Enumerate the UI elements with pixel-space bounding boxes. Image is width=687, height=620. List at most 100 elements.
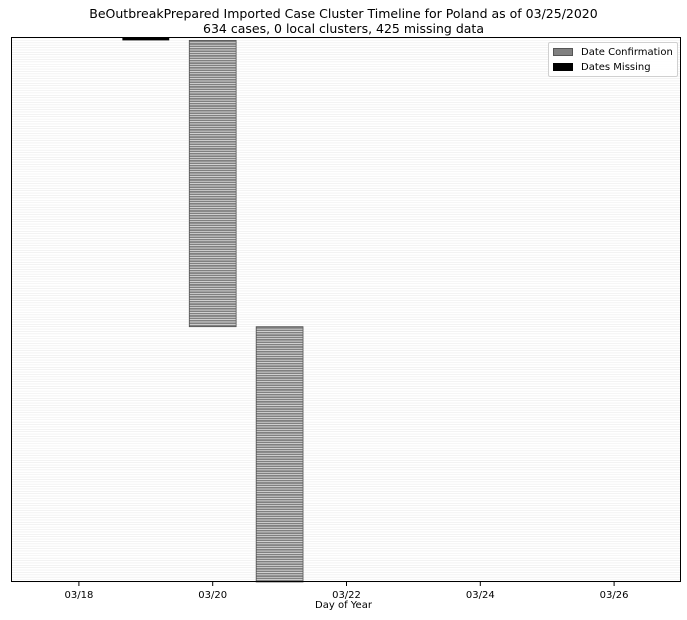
x-tick-label: 03/18 bbox=[64, 590, 93, 601]
bar-date-confirmation bbox=[189, 262, 237, 265]
bar-date-confirmation bbox=[189, 168, 237, 172]
bar-date-confirmation bbox=[255, 388, 304, 392]
bar-date-confirmation bbox=[255, 412, 304, 416]
bar-date-confirmation bbox=[255, 355, 304, 358]
bar-date-confirmation bbox=[189, 73, 237, 77]
bar-date-confirmation bbox=[255, 548, 304, 552]
bar-date-confirmation bbox=[255, 333, 304, 337]
bar-date-confirmation bbox=[189, 80, 237, 84]
bar-date-confirmation bbox=[255, 362, 304, 366]
bar-date-confirmation bbox=[189, 126, 237, 129]
bar-date-confirmation bbox=[255, 343, 304, 347]
bar-date-confirmation bbox=[189, 266, 237, 270]
bar-date-confirmation bbox=[255, 464, 304, 468]
bar-date-confirmation bbox=[189, 95, 237, 98]
bar-date-confirmation bbox=[189, 47, 237, 51]
x-tick-label: 03/24 bbox=[466, 590, 495, 601]
bar-date-confirmation bbox=[255, 474, 304, 478]
bar-date-confirmation bbox=[255, 574, 304, 578]
bar-date-confirmation bbox=[255, 433, 304, 437]
bar-date-confirmation bbox=[255, 376, 304, 380]
bar-date-confirmation bbox=[189, 288, 237, 292]
bar-date-confirmation bbox=[189, 219, 237, 222]
bar-date-confirmation bbox=[255, 531, 304, 535]
bar-date-confirmation bbox=[255, 426, 304, 430]
bar-date-confirmation bbox=[189, 44, 237, 48]
legend-label-confirmation: Date Confirmation bbox=[581, 46, 673, 58]
bar-date-confirmation bbox=[255, 386, 304, 389]
bar-date-confirmation bbox=[255, 405, 304, 409]
bar-date-confirmation bbox=[189, 161, 237, 165]
bar-date-confirmation bbox=[189, 54, 237, 58]
bar-date-confirmation bbox=[189, 245, 237, 249]
bar-date-confirmation bbox=[255, 550, 304, 554]
bar-date-confirmation bbox=[255, 436, 304, 440]
bar-group-outline bbox=[188, 39, 237, 328]
bar-date-confirmation bbox=[189, 250, 237, 253]
bar-date-confirmation bbox=[255, 534, 304, 537]
bar-date-confirmation bbox=[189, 242, 237, 246]
bar-date-confirmation bbox=[189, 152, 237, 156]
bar-date-confirmation bbox=[189, 149, 237, 153]
bar-date-confirmation bbox=[255, 560, 304, 564]
bar-date-confirmation bbox=[189, 130, 237, 134]
bar-date-confirmation bbox=[189, 238, 237, 242]
bar-date-confirmation bbox=[255, 378, 304, 382]
bar-date-confirmation bbox=[255, 536, 304, 540]
bar-date-confirmation bbox=[189, 135, 237, 139]
bar-date-confirmation bbox=[255, 460, 304, 463]
bar-date-confirmation bbox=[255, 347, 304, 351]
bar-date-confirmation bbox=[255, 469, 304, 473]
bar-date-confirmation bbox=[189, 300, 237, 304]
bar-date-confirmation bbox=[189, 106, 237, 110]
bar-date-confirmation bbox=[255, 450, 304, 454]
bar-date-confirmation bbox=[255, 455, 304, 459]
bar-date-confirmation bbox=[255, 448, 304, 452]
bar-date-confirmation bbox=[255, 565, 304, 568]
bar-date-confirmation bbox=[255, 431, 304, 435]
bar-date-confirmation bbox=[189, 264, 237, 268]
bar-date-confirmation bbox=[189, 121, 237, 125]
bar-date-confirmation bbox=[255, 572, 304, 576]
legend-item-date-confirmation: Date Confirmation bbox=[553, 46, 673, 58]
x-axis-label: Day of Year bbox=[315, 600, 372, 611]
bar-date-confirmation bbox=[189, 293, 237, 296]
bar-date-confirmation bbox=[255, 543, 304, 547]
bar-date-confirmation bbox=[255, 331, 304, 335]
bar-date-confirmation bbox=[189, 214, 237, 218]
legend-item-dates-missing: Dates Missing bbox=[553, 61, 651, 73]
legend-swatch-missing bbox=[553, 63, 573, 71]
bar-date-confirmation bbox=[189, 302, 237, 306]
bar-date-confirmation bbox=[189, 295, 237, 299]
bar-date-confirmation bbox=[255, 371, 304, 375]
bar-date-confirmation bbox=[189, 147, 237, 151]
grid-lines bbox=[12, 37, 681, 583]
bar-date-confirmation bbox=[189, 190, 237, 194]
bar-date-confirmation bbox=[189, 281, 237, 285]
bar-date-confirmation bbox=[189, 123, 237, 127]
bar-date-confirmation bbox=[189, 185, 237, 189]
bar-date-confirmation bbox=[189, 87, 237, 91]
bar-date-confirmation bbox=[189, 111, 237, 115]
bar-date-confirmation bbox=[189, 102, 237, 106]
bar-date-confirmation bbox=[189, 223, 237, 227]
legend: Date Confirmation Dates Missing bbox=[548, 42, 678, 77]
bar-date-confirmation bbox=[255, 398, 304, 401]
bar-date-confirmation bbox=[255, 338, 304, 342]
bar-date-confirmation bbox=[189, 231, 237, 234]
bar-date-confirmation bbox=[189, 92, 237, 96]
bar-date-confirmation bbox=[189, 97, 237, 101]
x-axis-ticks: 03/18 03/20 03/22 03/24 03/26 bbox=[64, 582, 629, 601]
bar-date-confirmation bbox=[189, 290, 237, 294]
bar-date-confirmation bbox=[189, 192, 237, 196]
bar-date-confirmation bbox=[189, 42, 237, 46]
bar-date-confirmation bbox=[255, 576, 304, 580]
x-tick-label: 03/20 bbox=[198, 590, 227, 601]
legend-label-missing: Dates Missing bbox=[581, 61, 651, 73]
bar-date-confirmation bbox=[189, 257, 237, 261]
bar-date-confirmation bbox=[189, 211, 237, 215]
bar-date-confirmation bbox=[189, 85, 237, 89]
bar-date-confirmation bbox=[255, 335, 304, 339]
bar-date-confirmation bbox=[189, 75, 237, 79]
bar-date-confirmation bbox=[189, 128, 237, 132]
